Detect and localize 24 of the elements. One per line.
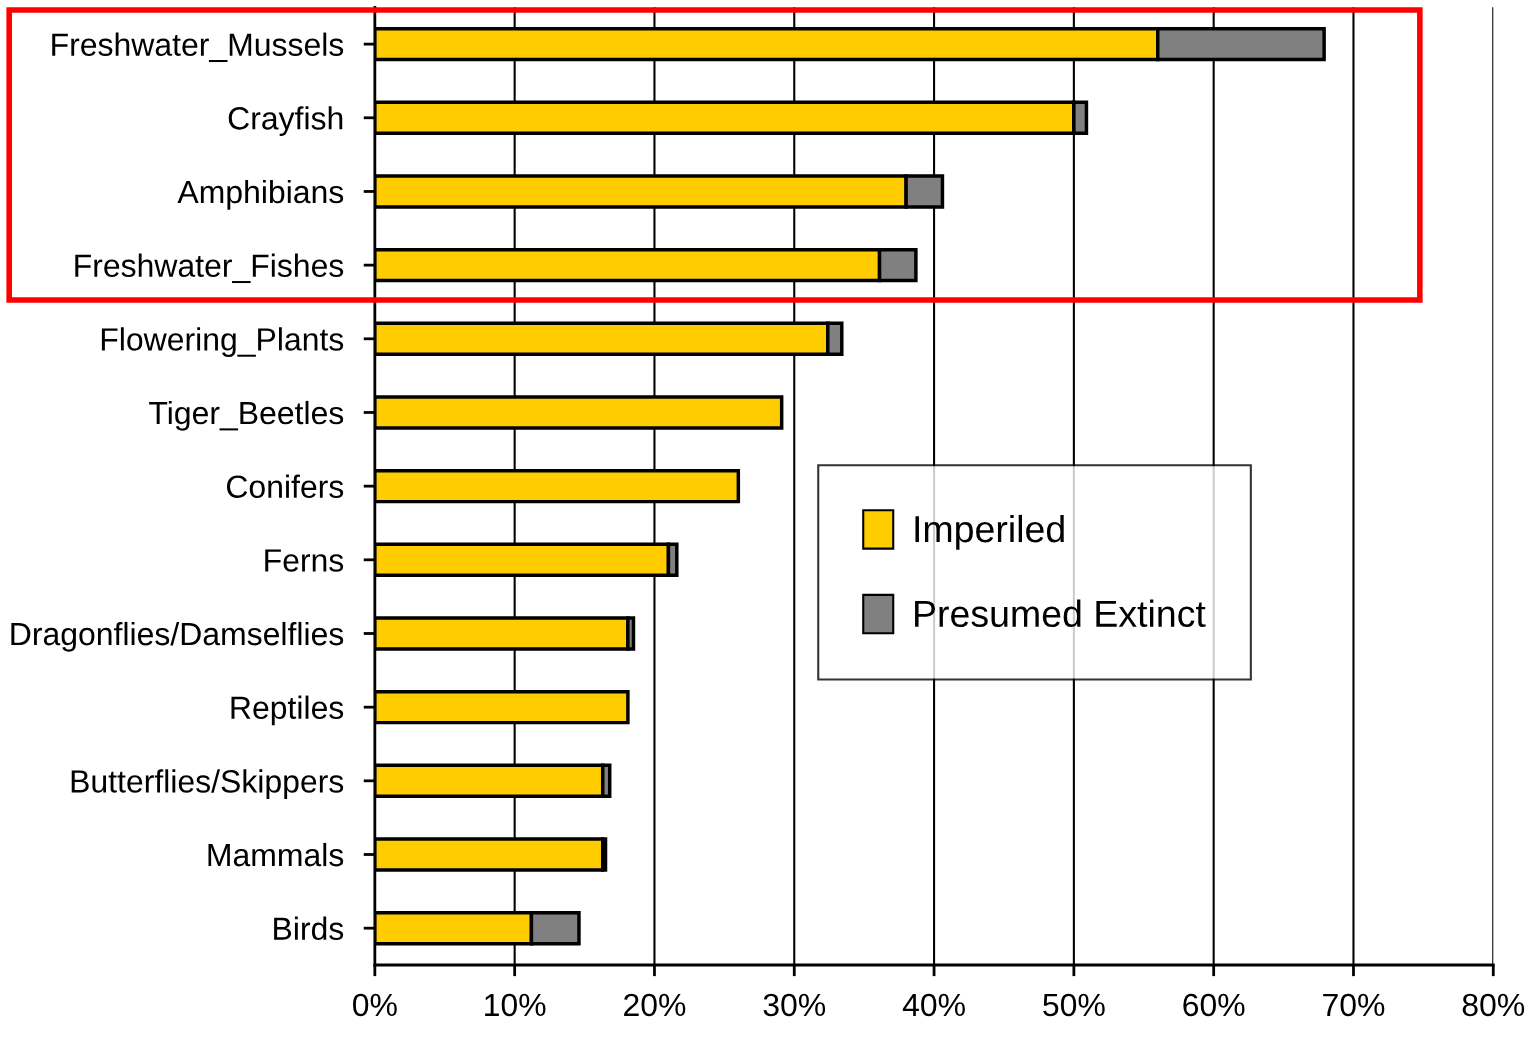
x-tick-label: 60%	[1183, 993, 1245, 1017]
x-tick-label: 10%	[485, 993, 546, 1017]
legend-label: Imperiled	[915, 514, 1064, 550]
y-tick-label: Birds	[274, 916, 344, 941]
y-tick-label: Butterflies/Skippers	[71, 769, 344, 800]
y-tick-label: Flowering_Plants	[101, 327, 344, 358]
y-tick-label: Ferns	[265, 549, 344, 572]
y-tick-label: Mammals	[208, 842, 344, 867]
x-tick-label: 20%	[624, 993, 686, 1017]
x-tick-label: 70%	[1323, 993, 1385, 1017]
y-tick-label: Reptiles	[231, 695, 344, 726]
x-tick-label: 30%	[763, 993, 826, 1017]
y-tick-label: Freshwater_Mussels	[52, 32, 344, 63]
y-tick-label: Dragonflies/Damselflies	[11, 621, 344, 652]
x-tick-label: 50%	[1043, 993, 1105, 1017]
y-tick-label: Amphibians	[177, 179, 344, 210]
y-tick-label: Tiger_Beetles	[149, 400, 344, 431]
x-tick-label: 0%	[353, 993, 397, 1017]
y-tick-label: Conifers	[226, 474, 344, 499]
y-tick-label: Crayfish	[228, 106, 343, 136]
x-tick-label: 80%	[1462, 993, 1525, 1017]
legend-label: Presumed Extinct	[915, 599, 1206, 628]
y-tick-label: Freshwater_Fishes	[75, 253, 344, 284]
x-tick-label: 40%	[902, 993, 965, 1017]
